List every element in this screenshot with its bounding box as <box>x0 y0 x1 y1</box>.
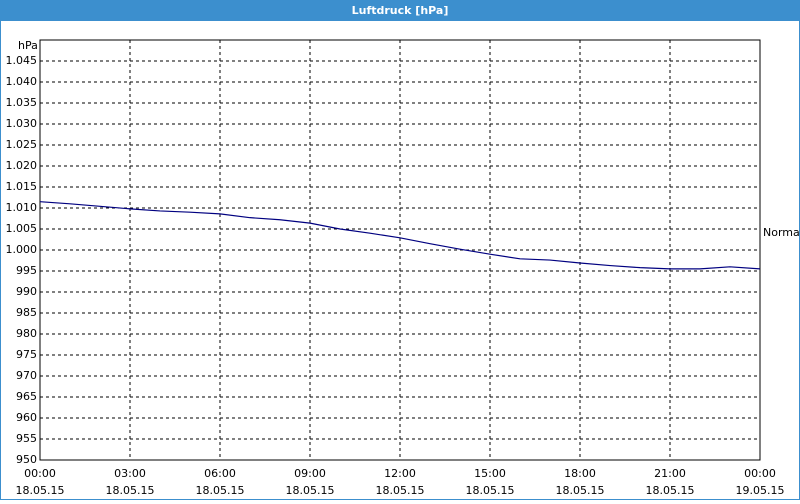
x-tick-date: 19.05.15 <box>736 484 785 497</box>
y-tick-label: 965 <box>16 390 37 403</box>
y-tick-label: 970 <box>16 369 37 382</box>
y-tick-label: 1.035 <box>6 96 38 109</box>
data-line <box>39 201 761 270</box>
y-tick-label: 1.045 <box>6 54 38 67</box>
y-tick-label: 995 <box>16 264 37 277</box>
x-tick-date: 18.05.15 <box>556 484 605 497</box>
x-tick-label: 18:00 <box>564 467 596 480</box>
y-tick-label: 1.025 <box>6 138 38 151</box>
x-tick-date: 18.05.15 <box>16 484 65 497</box>
y-tick-label: 1.020 <box>6 159 38 172</box>
x-tick-date: 18.05.15 <box>466 484 515 497</box>
y-tick-label: 1.000 <box>6 243 38 256</box>
x-tick-date: 18.05.15 <box>196 484 245 497</box>
y-unit: hPa <box>18 39 38 52</box>
x-tick-label: 06:00 <box>204 467 236 480</box>
y-tick-label: 1.010 <box>6 201 38 214</box>
x-tick-label: 21:00 <box>654 467 686 480</box>
y-tick-label: 1.005 <box>6 222 38 235</box>
y-tick-label: 975 <box>16 348 37 361</box>
chart-title: Luftdruck [hPa] <box>352 4 449 17</box>
y-tick-label: 1.040 <box>6 75 38 88</box>
title-bar <box>0 0 800 21</box>
y-tick-label: 950 <box>16 453 37 466</box>
x-tick-label: 15:00 <box>474 467 506 480</box>
y-tick-label: 960 <box>16 411 37 424</box>
y-tick-label: 1.015 <box>6 180 38 193</box>
y-tick-label: 980 <box>16 327 37 340</box>
x-tick-label: 03:00 <box>114 467 146 480</box>
x-tick-date: 18.05.15 <box>106 484 155 497</box>
x-tick-date: 18.05.15 <box>286 484 335 497</box>
x-tick-date: 18.05.15 <box>646 484 695 497</box>
y-tick-label: 955 <box>16 432 37 445</box>
y-tick-label: 985 <box>16 306 37 319</box>
x-tick-date: 18.05.15 <box>376 484 425 497</box>
plot-border <box>39 39 761 461</box>
y-tick-label: 990 <box>16 285 37 298</box>
x-tick-label: 00:00 <box>24 467 56 480</box>
x-tick-label: 12:00 <box>384 467 416 480</box>
x-tick-label: 00:00 <box>744 467 776 480</box>
annotation: Normal <box>763 226 800 239</box>
y-tick-label: 1.030 <box>6 117 38 130</box>
x-tick-label: 09:00 <box>294 467 326 480</box>
